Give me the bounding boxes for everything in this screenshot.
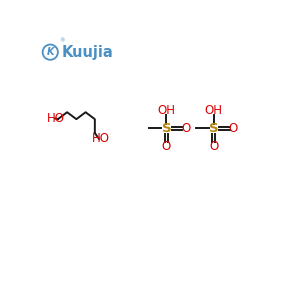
Text: OH: OH <box>158 104 175 117</box>
Text: HO: HO <box>92 132 110 145</box>
Text: OH: OH <box>205 104 223 117</box>
Text: Kuujia: Kuujia <box>61 45 113 60</box>
Text: S: S <box>162 122 171 135</box>
Text: S: S <box>209 122 219 135</box>
Text: O: O <box>182 122 191 135</box>
Text: ®: ® <box>59 38 64 43</box>
Text: O: O <box>229 122 238 135</box>
Text: O: O <box>209 140 218 153</box>
Text: HO: HO <box>47 112 65 125</box>
Text: O: O <box>162 140 171 153</box>
Text: K: K <box>46 47 54 57</box>
